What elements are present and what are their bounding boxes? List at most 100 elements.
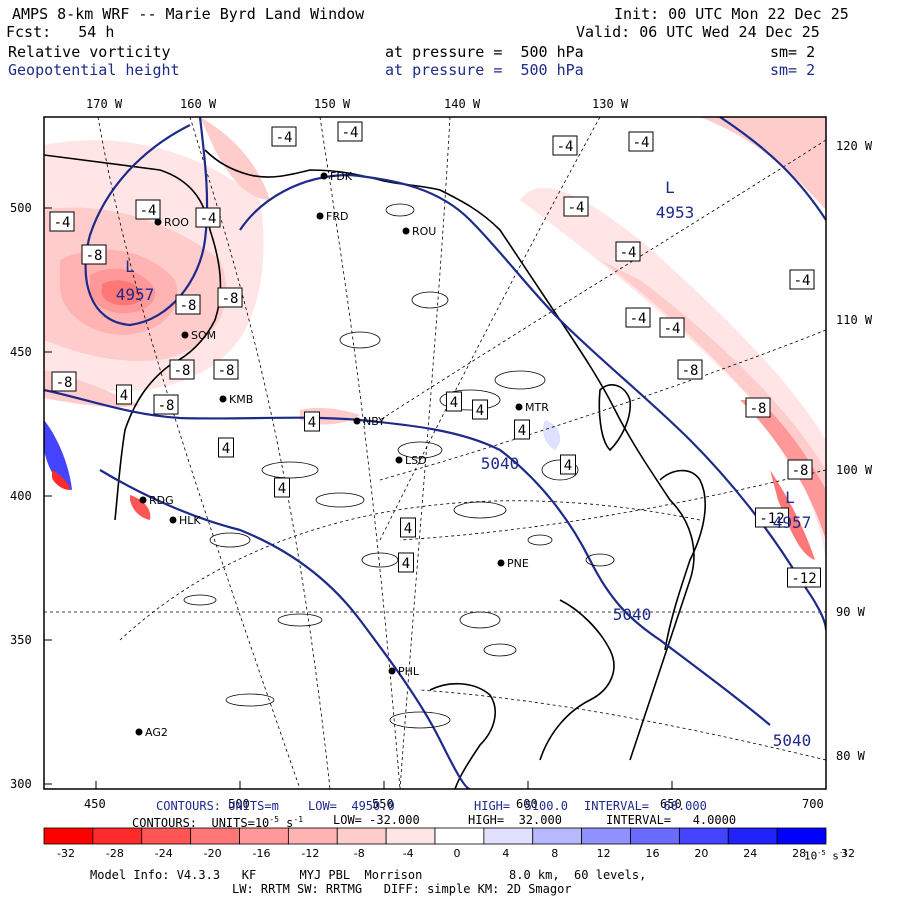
station-label: AG2 [145,726,168,739]
low-centers: L 4953 L 4957 L 4957 [116,178,812,532]
field1-level: at pressure = 500 hPa [385,43,584,61]
valid-time: Valid: 06 UTC Wed 24 Dec 25 [576,23,820,41]
vorticity-contours [183,203,615,729]
y-tick-label: 500 [10,201,32,215]
colorbar-labels: -32 -28 -24 -20 -16 -12 -8 -4 0 4 8 12 16 20 24 28 32 [0,847,900,863]
lon-labels-top: 170 W 160 W 150 W 140 W 130 W [86,97,629,111]
colorbar-swatch [287,827,338,845]
vorticity-label-box [49,211,75,232]
colorbar-swatch [385,827,436,845]
colorbar-tick-label: 32 [841,847,855,860]
field2-level: at pressure = 500 hPa [385,61,584,79]
field2-smoothing: sm= 2 [770,61,816,79]
station-marker [139,496,147,504]
y-tick-label: 350 [10,633,32,647]
contours1-label: CONTOURS: UNITS=m [156,799,279,813]
vorticity-label-box [677,359,703,380]
vorticity-label-box [175,294,201,315]
colorbar-swatch [190,827,240,845]
vorticity-label: -4 [557,139,574,155]
colorbar-swatch [239,827,289,845]
vorticity-label: -4 [568,200,585,216]
x-tick-label: 550 [372,797,394,811]
station-label: PHL [398,665,420,678]
station-label: FDK [330,170,353,183]
vorticity-label: -4 [620,245,637,261]
colorbar-tick-label: -28 [105,847,124,860]
vorticity-label-box [169,359,195,380]
vorticity-label-box [337,121,363,142]
station-label: ROO [164,216,189,229]
low-letter: L [665,178,675,197]
colorbar-tick-label: -12 [301,847,320,860]
station-marker [219,395,227,403]
lon-label-right: 110 W [836,313,873,327]
vorticity-label: -4 [794,273,811,289]
height-contour-label: 5040 [481,454,520,473]
vorticity-label: -8 [218,363,235,379]
low-value: 4957 [116,285,155,304]
station-label: MTR [525,401,549,414]
x-tick-label: 500 [228,797,250,811]
colorbar-tick-label: 4 [502,847,510,860]
station-label: HLK [179,514,201,527]
station-label: FRD [326,210,348,223]
lon-label-right: 120 W [836,139,873,153]
contours2-low: LOW= -32.000 [333,813,420,827]
colorbar-tick-label: -8 [353,847,365,860]
x-tick-label: 650 [660,797,682,811]
vorticity-label: -8 [56,375,73,391]
colorbar [43,827,827,845]
vorticity-label-box [446,391,462,412]
low-value: 4953 [656,203,695,222]
low-letter: L [125,257,135,276]
station-marker [316,212,324,220]
low-value: 4957 [773,513,812,532]
vorticity-label: -4 [140,203,157,219]
colorbar-swatch [678,827,729,845]
station-marker [181,331,189,339]
x-tick-label: 450 [84,797,106,811]
station-label: KMB [229,393,253,406]
vorticity-label: -8 [222,291,239,307]
colorbar-swatch [434,827,485,845]
vorticity-label-box [787,567,821,588]
colorbar-swatch [630,827,680,845]
vorticity-label-box [659,317,685,338]
vorticity-label: 4 [564,458,572,474]
station-label: LSD [405,454,427,467]
vorticity-label-box [755,507,789,528]
station-label: ROU [412,225,436,238]
station-label: NBY [363,415,385,428]
vorticity-label-box [51,371,77,392]
init-time: Init: 00 UTC Mon 22 Dec 25 [614,5,849,23]
contours2-interval: INTERVAL= 4.0000 [606,813,737,827]
vorticity-label-box [628,131,654,152]
station-marker [169,516,177,524]
field1-smoothing: sm= 2 [770,43,816,61]
colorbar-swatch [336,827,387,845]
forecast-hour: Fcst: 54 h [6,23,115,41]
height-contours [44,117,826,789]
vorticity-label-box [787,459,813,480]
vorticity-label: -4 [54,215,71,231]
lon-label-right: 80 W [836,749,866,763]
vorticity-label: -8 [174,363,191,379]
vorticity-label: -4 [630,311,647,327]
y-tick-labels: 500 450 400 350 300 [10,201,32,791]
vorticity-label: -8 [86,248,103,264]
station-label: SOM [191,329,216,342]
contours1-interval: INTERVAL= 60.000 [584,799,707,813]
vorticity-label: -4 [342,125,359,141]
vorticity-label: -4 [664,321,681,337]
lon-label-top: 160 W [180,97,217,111]
vorticity-label: -8 [158,398,175,414]
vorticity-label: 4 [402,556,410,572]
station-marker [395,456,403,464]
vorticity-label-box [153,394,179,415]
colorbar-tick-label: 16 [645,847,660,860]
vorticity-label: -12 [791,571,816,587]
station-marker [154,218,162,226]
vorticity-label: -8 [750,401,767,417]
colorbar-swatch [727,827,778,845]
